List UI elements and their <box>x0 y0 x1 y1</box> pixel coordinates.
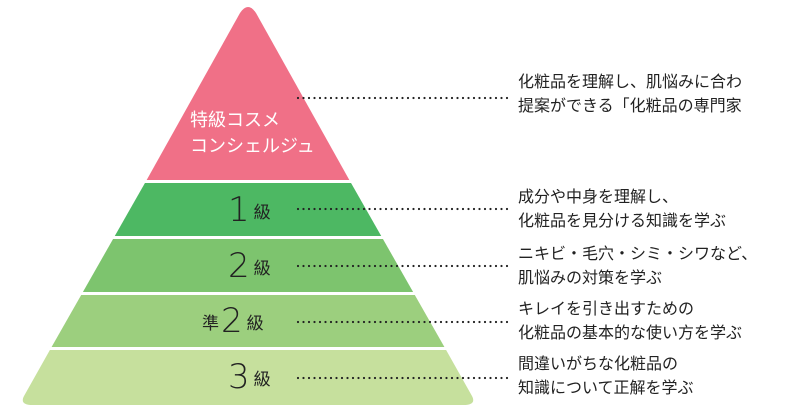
tier-2-shape <box>82 239 414 292</box>
tier-1-shape <box>114 183 382 236</box>
tier-top-label-line2: コンシェルジュ <box>190 136 315 157</box>
tier-number: 3 <box>228 357 250 397</box>
tier-3-description: 間違いがちな化粧品の 知識について正解を学ぶ <box>518 352 694 400</box>
description-line: 提案ができる「化粧品の専門家 <box>518 96 742 115</box>
description-line: 成分や中身を理解し、 <box>518 187 679 206</box>
description-line: キレイを引き出すための <box>518 299 695 318</box>
tier-suffix: 級 <box>246 314 264 334</box>
description-line: 肌悩みの対策を学ぶ <box>518 268 663 287</box>
tier-2-description: ニキビ・毛穴・シミ・シワなど、 肌悩みの対策を学ぶ <box>518 242 757 290</box>
tier-number: 1 <box>228 190 250 230</box>
tier-pre2-shape <box>51 295 445 347</box>
description-line: 知識について正解を学ぶ <box>518 378 694 397</box>
tier-top-shape <box>146 7 350 180</box>
tier-suffix: 級 <box>253 203 271 223</box>
description-line: 化粧品の基本的な使い方を学ぶ <box>518 323 743 342</box>
tier-prefix: 準 <box>202 314 219 334</box>
tier-suffix: 級 <box>253 259 271 279</box>
tier-pre2-description: キレイを引き出すための 化粧品の基本的な使い方を学ぶ <box>518 297 742 345</box>
description-line: 間違いがちな化粧品の <box>518 354 679 373</box>
tier-top-label-line1: 特級コスメ <box>190 110 280 131</box>
tier-top-description: 化粧品を理解し、肌悩みに合わ 提案ができる「化粧品の専門家 <box>518 70 742 118</box>
tier-3-shape <box>22 350 474 405</box>
tier-number: 2 <box>221 301 243 341</box>
description-line: 化粧品を理解し、肌悩みに合わ <box>518 72 743 91</box>
tier-suffix: 級 <box>253 370 271 390</box>
tier-number: 2 <box>228 246 250 286</box>
tier-1-description: 成分や中身を理解し、 化粧品を見分ける知識を学ぶ <box>518 185 726 233</box>
tier-pre2-label: 準2 級 <box>202 301 264 341</box>
description-line: ニキビ・毛穴・シミ・シワなど、 <box>518 244 758 263</box>
description-line: 化粧品を見分ける知識を学ぶ <box>518 211 727 230</box>
tier-top-label: 特級コスメ コンシェルジュ <box>190 108 315 160</box>
